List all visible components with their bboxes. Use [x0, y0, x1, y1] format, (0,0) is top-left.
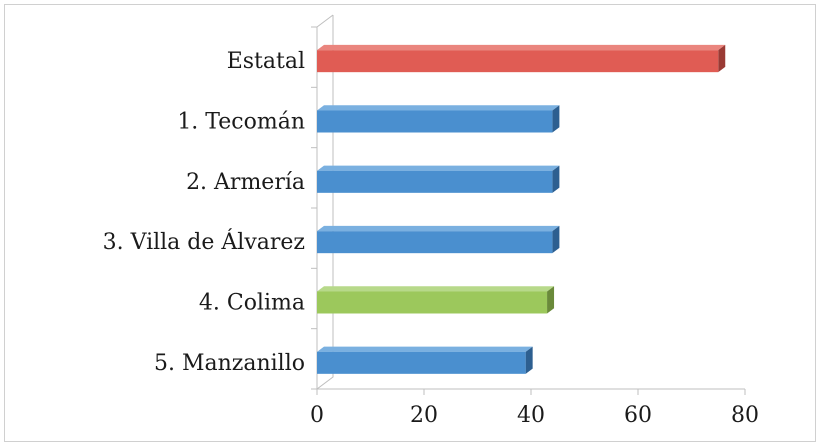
category-label: Estatal: [227, 49, 305, 74]
x-tick-label: 0: [310, 403, 324, 428]
bar-side-face: [547, 286, 555, 314]
bar: [317, 346, 533, 374]
chart-axes: [311, 14, 746, 395]
category-label: 4. Colima: [199, 291, 305, 316]
category-label: 1. Tecomán: [177, 110, 305, 135]
bar-top-face: [317, 105, 560, 111]
bar-side-face: [552, 225, 560, 254]
bar: [317, 105, 560, 133]
bar-top-face: [317, 225, 560, 232]
x-tick-label: 80: [731, 403, 759, 428]
category-label: 5. Manzanillo: [154, 351, 305, 376]
x-tick-labels: 0 20 40 60 80: [310, 403, 759, 428]
bar-front-face: [317, 110, 553, 133]
bar-side-face: [552, 105, 560, 133]
category-label: 2. Armería: [186, 170, 305, 195]
bar-front-face: [317, 291, 548, 314]
bar-front-face: [317, 170, 553, 193]
bar-front-face: [317, 351, 526, 374]
category-labels: Estatal 1. Tecomán 2. Armería 3. Villa de Á…: [103, 49, 305, 376]
bar-chart: Estatal 1. Tecomán 2. Armería 3. Villa de Á…: [103, 14, 759, 428]
x-tick-label: 60: [624, 403, 652, 428]
bar-side-face: [525, 346, 533, 374]
bar: [317, 225, 560, 254]
y-axis-wall-top: [316, 14, 334, 28]
bar-top-face: [317, 44, 726, 51]
chart-bars: [317, 44, 726, 374]
bar-side-face: [552, 165, 560, 193]
bar: [317, 44, 726, 73]
x-tick-label: 20: [410, 403, 438, 428]
x-tick-label: 40: [517, 403, 545, 428]
bar-top-face: [317, 286, 555, 292]
chart-frame: Estatal 1. Tecomán 2. Armería 3. Villa de Á…: [4, 4, 816, 442]
bar-top-face: [317, 165, 560, 171]
bar-top-face: [317, 346, 533, 352]
bar-side-face: [718, 44, 726, 73]
category-label: 3. Villa de Álvarez: [103, 228, 305, 255]
bar: [317, 165, 560, 193]
bar-front-face: [317, 50, 719, 73]
bar: [317, 286, 555, 314]
bar-front-face: [317, 231, 553, 254]
